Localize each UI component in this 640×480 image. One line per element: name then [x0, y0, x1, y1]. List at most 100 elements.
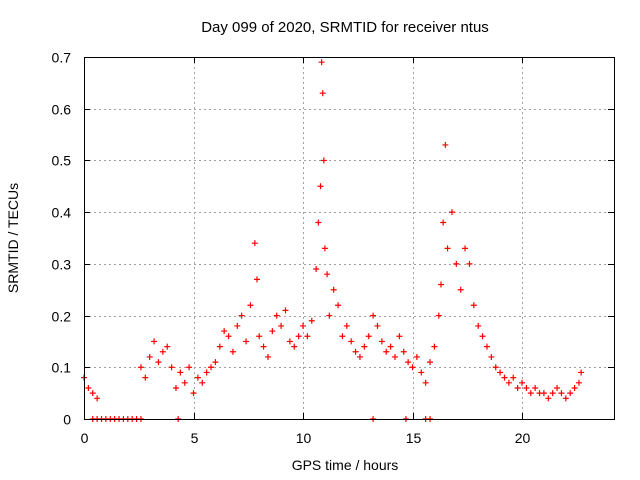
data-point	[313, 266, 320, 273]
data-point	[409, 364, 416, 371]
data-point	[435, 312, 442, 319]
data-point	[488, 353, 495, 360]
data-point	[286, 338, 293, 345]
data-point	[431, 343, 438, 350]
data-point	[164, 343, 171, 350]
y-tick-label: 0.5	[52, 153, 72, 169]
data-point	[254, 276, 261, 283]
data-point	[510, 374, 517, 381]
data-point	[387, 343, 394, 350]
data-point	[159, 348, 166, 355]
data-point	[365, 333, 372, 340]
data-point	[378, 338, 385, 345]
data-point	[440, 219, 447, 226]
data-point	[317, 183, 324, 190]
data-point	[155, 359, 162, 366]
data-point	[320, 157, 327, 164]
data-point	[575, 379, 582, 386]
x-tick-label: 10	[296, 430, 312, 446]
data-point	[177, 369, 184, 376]
data-point	[514, 384, 521, 391]
data-point	[562, 395, 569, 402]
data-point	[247, 302, 254, 309]
y-tick-label: 0.7	[52, 50, 72, 66]
data-point	[216, 343, 223, 350]
data-point	[470, 302, 477, 309]
y-tick-label: 0	[63, 412, 71, 428]
data-point	[567, 390, 574, 397]
data-point	[540, 390, 547, 397]
data-point	[273, 312, 280, 319]
y-axis-label: SRMTID / TECUs	[5, 183, 21, 293]
data-point	[335, 302, 342, 309]
data-point	[221, 328, 228, 335]
data-point	[571, 384, 578, 391]
data-point	[151, 338, 158, 345]
data-point	[479, 333, 486, 340]
data-point	[137, 364, 144, 371]
data-point	[578, 369, 585, 376]
data-point	[405, 359, 412, 366]
data-point	[483, 343, 490, 350]
data-point	[194, 374, 201, 381]
data-point	[361, 343, 368, 350]
data-point	[475, 322, 482, 329]
x-tick-label: 0	[81, 430, 89, 446]
data-point	[168, 364, 175, 371]
data-point	[418, 369, 425, 376]
data-point	[400, 348, 407, 355]
data-point	[532, 384, 539, 391]
data-point	[300, 322, 307, 329]
data-point	[85, 384, 92, 391]
data-point	[505, 379, 512, 386]
data-point	[453, 260, 460, 267]
x-tick-label: 15	[406, 430, 422, 446]
data-point	[278, 322, 285, 329]
data-point	[172, 384, 179, 391]
data-point	[186, 364, 193, 371]
data-point	[234, 322, 241, 329]
x-axis-label: GPS time / hours	[292, 457, 399, 473]
data-point	[501, 374, 508, 381]
y-tick-label: 0.2	[52, 309, 72, 325]
grid	[84, 57, 614, 419]
data-point	[199, 379, 206, 386]
x-tick-label: 5	[191, 430, 199, 446]
data-point	[492, 364, 499, 371]
data-point	[330, 286, 337, 293]
data-point	[282, 307, 289, 314]
data-point	[89, 390, 96, 397]
data-point	[339, 333, 346, 340]
data-point	[527, 390, 534, 397]
axis-ticks: 0 5 10 15 20 0 0.1 0.2 0.3 0.4 0.5 0.6 0.7	[52, 50, 614, 446]
data-point	[208, 364, 215, 371]
data-point	[203, 369, 210, 376]
data-point	[457, 286, 464, 293]
y-tick-label: 0.4	[52, 205, 72, 221]
y-tick-label: 0.6	[52, 102, 72, 118]
data-point	[545, 395, 552, 402]
data-point	[269, 328, 276, 335]
data-point	[142, 374, 149, 381]
data-point	[238, 312, 245, 319]
data-point	[444, 245, 451, 252]
data-point	[437, 281, 444, 288]
x-tick-label: 20	[515, 430, 531, 446]
data-point	[348, 338, 355, 345]
data-points	[81, 59, 585, 422]
data-point	[225, 333, 232, 340]
data-point	[523, 384, 530, 391]
data-point	[295, 333, 302, 340]
data-point	[391, 353, 398, 360]
data-point	[462, 245, 469, 252]
data-point	[343, 322, 350, 329]
data-point	[243, 338, 250, 345]
data-point	[448, 209, 455, 216]
data-point	[324, 271, 331, 278]
data-point	[308, 317, 315, 324]
data-point	[519, 379, 526, 386]
data-point	[256, 333, 263, 340]
data-point	[352, 348, 359, 355]
data-point	[321, 245, 328, 252]
